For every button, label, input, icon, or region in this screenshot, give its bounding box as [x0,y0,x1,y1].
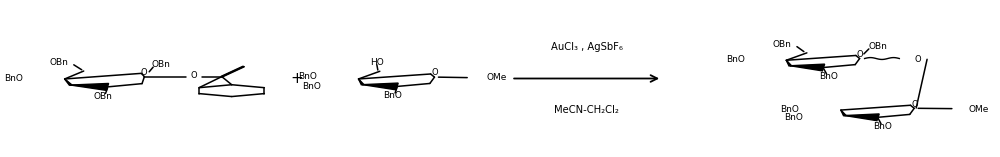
Polygon shape [790,64,825,71]
Text: OMe: OMe [486,73,506,82]
Text: O: O [911,100,918,108]
Text: BnO: BnO [819,72,838,81]
Text: O: O [915,55,921,64]
Text: OBn: OBn [93,92,112,101]
Polygon shape [786,60,791,66]
Polygon shape [71,83,109,90]
Text: OBn: OBn [773,40,791,49]
Text: BnO: BnO [780,105,799,114]
Text: BnO: BnO [874,122,892,131]
Text: BnO: BnO [298,72,317,81]
Text: BnO: BnO [726,55,745,64]
Text: AuCl₃ , AgSbF₆: AuCl₃ , AgSbF₆ [551,42,623,52]
Text: OMe: OMe [969,105,989,114]
Polygon shape [845,114,879,121]
Text: O: O [141,68,148,77]
Polygon shape [363,83,398,90]
Text: O: O [857,50,863,59]
Text: O: O [431,68,438,77]
Text: O: O [191,71,197,80]
Polygon shape [359,79,364,85]
Text: HO: HO [370,58,384,67]
Text: OBn: OBn [152,60,171,69]
Text: BnO: BnO [784,113,803,122]
Text: BnO: BnO [302,82,321,91]
Text: BnO: BnO [383,91,402,100]
Text: OBn: OBn [868,42,887,51]
Text: MeCN-CH₂Cl₂: MeCN-CH₂Cl₂ [554,105,619,115]
Polygon shape [65,79,72,85]
Polygon shape [841,110,846,116]
Text: BnO: BnO [4,74,23,84]
Text: +: + [291,71,303,86]
Text: OBn: OBn [49,58,68,67]
